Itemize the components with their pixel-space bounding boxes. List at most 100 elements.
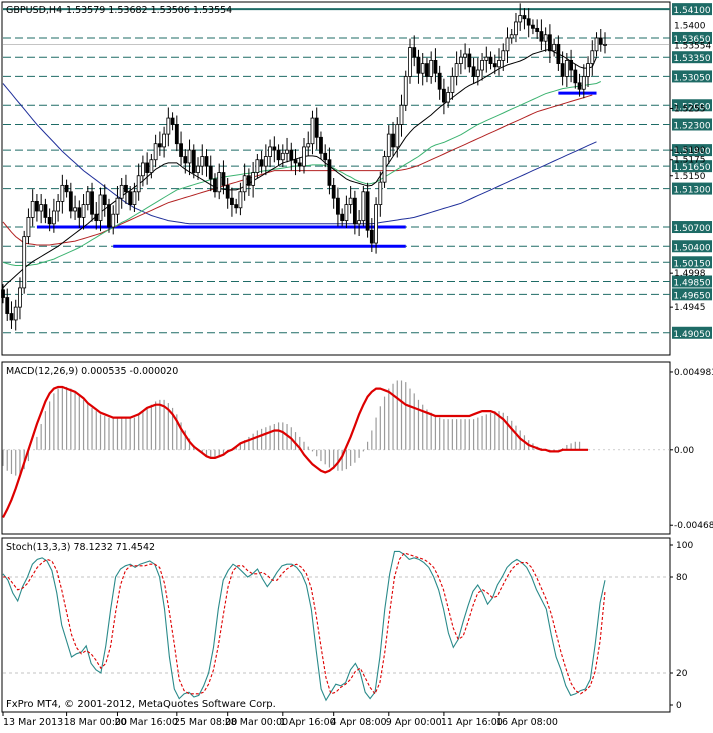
candle-body (234, 204, 239, 209)
candle-body (98, 194, 103, 222)
candle-body (501, 50, 506, 61)
candle-body (13, 306, 18, 321)
stoch-signal-line (3, 552, 606, 695)
level-label: 1.53050 (673, 73, 710, 83)
candle-body (191, 149, 196, 173)
candle-body (187, 149, 192, 164)
level-label: 1.51300 (673, 186, 710, 196)
time-tick-label: 16 Apr 08:00 (496, 717, 558, 728)
candle-body (18, 287, 22, 308)
candle-body (535, 27, 540, 32)
level-label-bg (672, 182, 712, 195)
level-label: 1.51650 (673, 163, 710, 173)
candle-body (276, 149, 281, 161)
candle-body (319, 136, 323, 154)
candle-body (174, 124, 179, 145)
candle-body (246, 175, 251, 186)
time-tick-label: 20 Mar 16:00 (114, 717, 177, 728)
macd-tick-label: 0.004983 (674, 368, 713, 378)
level-label: 1.51900 (673, 147, 710, 157)
candle-body (331, 184, 336, 199)
chart-ohlc-label: 1.53579 1.53682 1.53506 1.53554 (66, 5, 232, 16)
candle-body (458, 56, 463, 65)
candle-body (39, 204, 44, 212)
level-label-bg (672, 3, 712, 16)
candle-body (361, 191, 366, 222)
level-label: 1.49050 (673, 330, 710, 340)
candle-body (102, 194, 107, 205)
time-tick-label: 13 Mar 2013 (3, 717, 63, 728)
candle-body (374, 204, 378, 244)
candle-body (327, 159, 332, 186)
candle-body (569, 59, 573, 71)
candle-body (420, 63, 425, 74)
candle-body (124, 184, 128, 193)
candle-body (552, 43, 557, 52)
level-label-bg (672, 326, 712, 339)
time-tick-label: 28 Mar 00:00 (225, 717, 288, 728)
candle-body (522, 15, 527, 20)
candle-body (242, 175, 247, 193)
time-tick-label: 1 Apr 16:00 (280, 717, 336, 728)
candle-body (153, 143, 158, 161)
candle-body (43, 204, 48, 218)
candle-body (263, 156, 268, 167)
candle-body (268, 146, 272, 157)
candle-body (141, 162, 145, 177)
price-tick-label: 1.5175 (674, 156, 706, 166)
level-label-bg (672, 275, 712, 288)
candle-body (272, 146, 277, 151)
price-tick-label: 1.5255 (674, 104, 706, 114)
candle-body (598, 37, 603, 45)
candle-body (149, 159, 154, 173)
candle-body (56, 200, 61, 212)
candle-body (556, 43, 561, 65)
candle-body (442, 88, 446, 103)
time-tick-label: 11 Apr 16:00 (441, 717, 503, 728)
level-label: 1.49850 (673, 279, 710, 289)
candle-body (399, 104, 404, 125)
candle-body (467, 53, 472, 68)
candle-body (221, 172, 226, 186)
macd-title: MACD(12,26,9) 0.000535 -0.000020 (6, 366, 178, 377)
candle-body (208, 165, 213, 180)
candle-body (594, 37, 599, 52)
stoch-tick-label: 0 (676, 701, 682, 711)
level-label: 1.52300 (673, 121, 710, 131)
candle-body (395, 124, 400, 148)
candle-body (9, 313, 14, 321)
candle-body (285, 149, 289, 154)
macd-panel-frame (1, 361, 671, 535)
level-label: 1.52600 (673, 102, 710, 112)
candle-body (297, 162, 302, 167)
candle-body (213, 178, 217, 193)
candle-body (64, 184, 69, 193)
candle-body (475, 69, 480, 77)
candle-body (518, 15, 523, 23)
candle-body (586, 63, 590, 77)
candle-body (344, 204, 349, 222)
candle-body (352, 197, 357, 225)
level-label: 1.50400 (673, 243, 710, 253)
candle-body (433, 59, 438, 74)
candle-body (306, 143, 311, 148)
candle-body (196, 165, 200, 173)
candle-body (357, 220, 362, 225)
candle-body (581, 76, 586, 90)
candle-body (111, 213, 116, 228)
price-tick-label: 1.5150 (674, 172, 706, 182)
candle-body (68, 191, 73, 212)
candles (1, 3, 607, 331)
candle-body (60, 184, 65, 202)
candle-body (47, 217, 52, 225)
candle-body (85, 191, 90, 205)
candle-body (255, 159, 260, 173)
candle-body (509, 34, 514, 39)
candle-body (162, 133, 166, 148)
candle-body (217, 172, 222, 193)
